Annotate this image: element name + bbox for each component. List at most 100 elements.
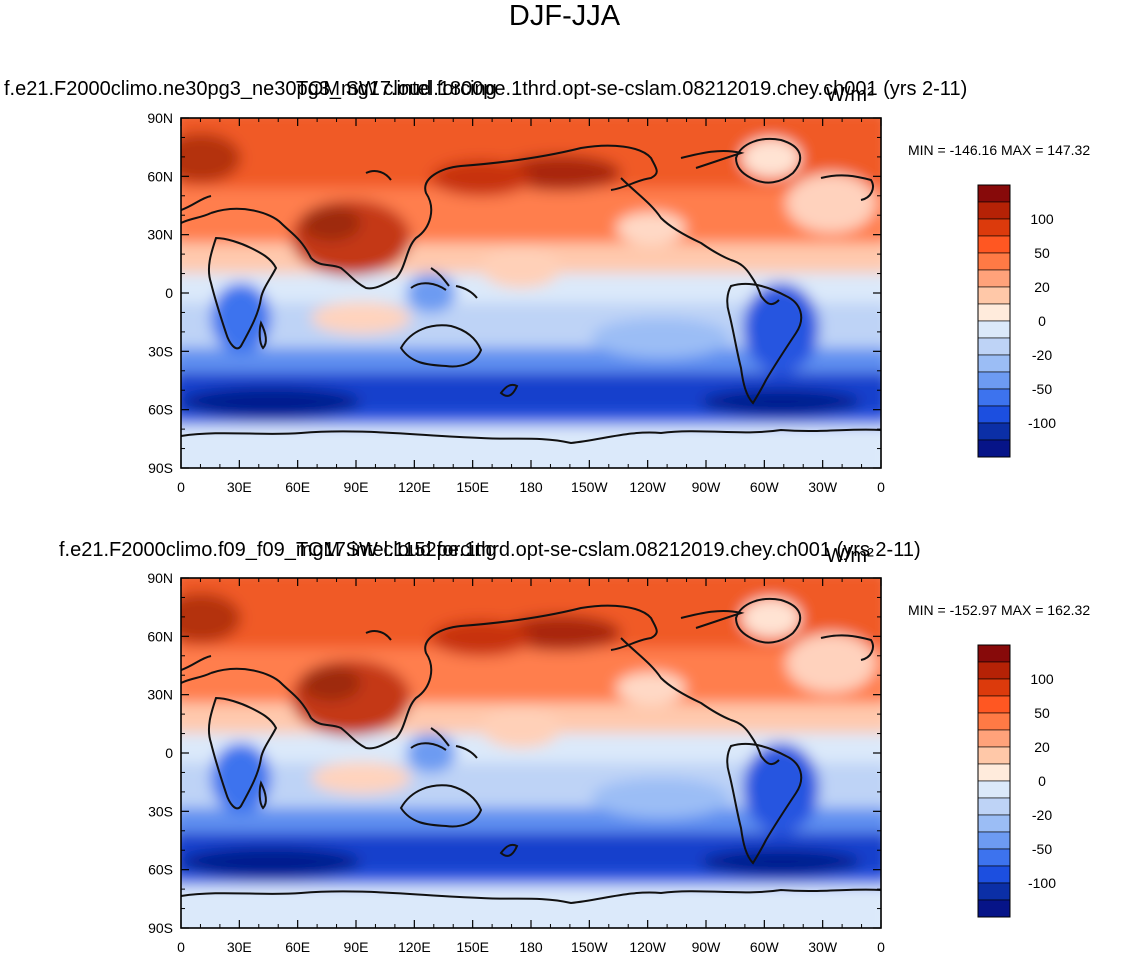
- colorbar: 100 50 20 0 -20 -50 -100: [977, 644, 1056, 918]
- y-tick-label: 30S: [148, 803, 173, 819]
- colorbar-swatch: [977, 678, 1011, 697]
- x-tick-label: 120W: [629, 939, 666, 955]
- colorbar-label: 0: [1038, 313, 1046, 329]
- y-tick-label: 90S: [148, 460, 173, 476]
- x-tick-label: 60W: [750, 479, 780, 495]
- colorbar-swatch: [977, 439, 1011, 458]
- colorbar-swatch: [977, 201, 1011, 220]
- panel2-min-max: MIN = -152.97 MAX = 162.32: [908, 602, 1091, 618]
- y-tick-label: 90S: [148, 920, 173, 936]
- x-tick-label: 120W: [629, 479, 666, 495]
- colorbar-swatch: [977, 184, 1011, 203]
- y-tick-label: 0: [165, 285, 173, 301]
- colorbar-swatch: [977, 848, 1011, 867]
- colorbar-swatch: [977, 218, 1011, 237]
- panel2-model-case: f.e21.F2000climo.f09_f09_mg17.intel.1152…: [59, 539, 921, 561]
- colorbar-frame: [977, 644, 1011, 918]
- y-tick-label: 30N: [147, 687, 173, 703]
- field-and-coastlines-2: [181, 578, 881, 928]
- colorbar-swatch: [977, 695, 1011, 714]
- y-tick-label: 60N: [147, 168, 173, 184]
- colorbar-swatch: [977, 371, 1011, 390]
- panel2-units: W/m²: [826, 545, 874, 567]
- x-tick-label: 30E: [227, 939, 252, 955]
- colorbar-label: -20: [1032, 347, 1052, 363]
- field-and-coastlines-1: [181, 118, 881, 468]
- x-tick-label: 90E: [344, 939, 369, 955]
- x-tick-label: 0: [877, 479, 885, 495]
- x-tick-label: 0: [177, 939, 185, 955]
- colorbar-swatch: [977, 252, 1011, 271]
- colorbar-label: 20: [1034, 279, 1050, 295]
- y-tick-label: 30S: [148, 343, 173, 359]
- x-tick-label: 0: [177, 479, 185, 495]
- y-tick-label: 30N: [147, 227, 173, 243]
- colorbar-label: 0: [1038, 773, 1046, 789]
- colorbar-swatch: [977, 235, 1011, 254]
- colorbar-swatch: [977, 797, 1011, 816]
- figure-title: DJF-JJA: [508, 0, 621, 32]
- x-tick-label: 0: [877, 939, 885, 955]
- colorbar-swatch: [977, 320, 1011, 339]
- colorbar-label: 100: [1030, 211, 1054, 227]
- colorbar-label: -20: [1032, 807, 1052, 823]
- x-tick-label: 90E: [344, 479, 369, 495]
- y-tick-label: 60S: [148, 402, 173, 418]
- x-tick-label: 30E: [227, 479, 252, 495]
- y-tick-label: 60S: [148, 862, 173, 878]
- map-panel-2: 0 30E 60E 90E 120E 150E 180 150W 120W 90W 60W 30W 09…: [147, 570, 1056, 955]
- colorbar-swatch: [977, 405, 1011, 424]
- colorbar-swatch: [977, 746, 1011, 765]
- colorbar-swatch: [977, 269, 1011, 288]
- x-tick-label: 60W: [750, 939, 780, 955]
- panel1-min-max: MIN = -146.16 MAX = 147.32: [908, 142, 1091, 158]
- x-tick-label: 180: [519, 939, 543, 955]
- colorbar-label: -50: [1032, 841, 1052, 857]
- colorbar-swatch: [977, 661, 1011, 680]
- colorbar-swatch: [977, 303, 1011, 322]
- colorbar-label: 100: [1030, 671, 1054, 687]
- y-tick-label: 90N: [147, 570, 173, 586]
- map-panel-1: 0 30E 60E 90E 120E 150E 180 150W 120W 90W 60W 30W 09…: [147, 110, 1056, 495]
- colorbar-swatch: [977, 814, 1011, 833]
- colorbar-swatch: [977, 644, 1011, 663]
- colorbar-swatch: [977, 712, 1011, 731]
- colorbar-swatch: [977, 286, 1011, 305]
- colorbar-swatch: [977, 780, 1011, 799]
- colorbar-label: -100: [1028, 415, 1056, 431]
- colorbar-swatch: [977, 763, 1011, 782]
- colorbar-frame: [977, 184, 1011, 458]
- colorbar-swatch: [977, 865, 1011, 884]
- x-tick-label: 120E: [398, 939, 431, 955]
- colorbar-label: -100: [1028, 875, 1056, 891]
- panel1-units: W/m²: [826, 84, 874, 106]
- x-tick-label: 150W: [571, 939, 608, 955]
- colorbar-swatch: [977, 354, 1011, 373]
- x-tick-label: 30W: [808, 939, 838, 955]
- colorbar-swatch: [977, 882, 1011, 901]
- panel1-variable: TOM SW cloud forcing: [296, 78, 497, 100]
- x-tick-label: 90W: [692, 939, 722, 955]
- colorbar-swatch: [977, 388, 1011, 407]
- x-tick-label: 60E: [285, 939, 310, 955]
- x-tick-label: 30W: [808, 479, 838, 495]
- colorbar-swatch: [977, 831, 1011, 850]
- x-tick-label: 120E: [398, 479, 431, 495]
- colorbar-label: -50: [1032, 381, 1052, 397]
- y-tick-label: 60N: [147, 628, 173, 644]
- colorbar-label: 50: [1034, 705, 1050, 721]
- x-tick-label: 180: [519, 479, 543, 495]
- colorbar-swatch: [977, 422, 1011, 441]
- x-tick-label: 150E: [456, 479, 489, 495]
- y-tick-label: 0: [165, 745, 173, 761]
- x-tick-label: 150E: [456, 939, 489, 955]
- colorbar: 100 50 20 0 -20 -50 -100: [977, 184, 1056, 458]
- colorbar-label: 50: [1034, 245, 1050, 261]
- colorbar-swatch: [977, 337, 1011, 356]
- colorbar-label: 20: [1034, 739, 1050, 755]
- colorbar-swatch: [977, 899, 1011, 918]
- panel2-variable: TOM SW cloud forcing: [296, 539, 497, 561]
- x-tick-label: 60E: [285, 479, 310, 495]
- x-tick-label: 90W: [692, 479, 722, 495]
